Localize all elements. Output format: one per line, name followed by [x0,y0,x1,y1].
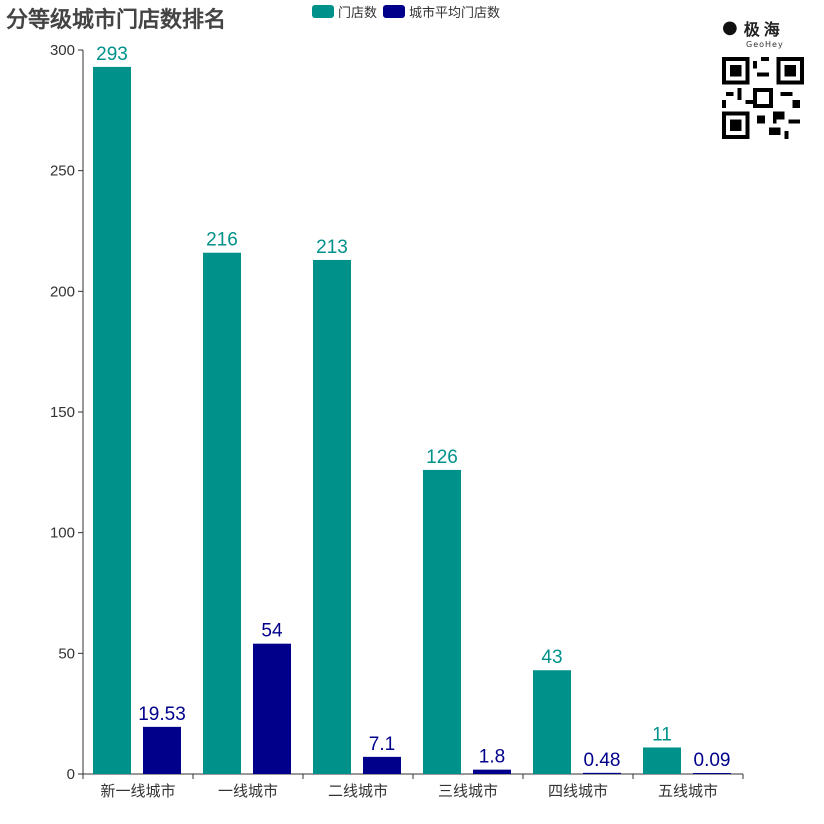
brand-name: 极海 [743,20,784,39]
data-label: 1.8 [479,747,505,768]
bar-store-count [93,66,131,775]
bar-avg-per-city [143,726,181,774]
data-label: 126 [426,447,458,468]
bar-avg-per-city [363,756,401,774]
bar-avg-per-city [473,769,511,774]
x-tick-label: 四线城市 [548,782,608,800]
data-label: 213 [316,237,348,258]
data-label: 19.53 [138,704,186,725]
bar-store-count [423,469,461,774]
legend-label-avg-per-city: 城市平均门店数 [409,6,501,21]
x-tick-label: 一线城市 [218,782,278,800]
legend-swatch-avg-per-city [383,5,406,18]
data-label: 216 [206,230,238,251]
legend: 门店数 城市平均门店数 [312,2,500,21]
bar-store-count [313,259,351,775]
legend-item-store-count[interactable]: 门店数 [312,2,377,21]
data-label: 7.1 [369,734,395,755]
legend-label-store-count: 门店数 [338,6,378,21]
bar-avg-per-city [253,643,291,774]
x-tick-label: 新一线城市 [100,782,175,800]
data-label: 11 [652,724,672,745]
bar-store-count [203,252,241,775]
legend-swatch-store-count [312,5,334,18]
data-label: 43 [541,647,562,668]
y-tick-label: 150 [50,404,75,421]
dog-icon: ● [722,17,738,38]
brand-subtitle: GeoHey [746,40,784,49]
data-label: 54 [261,621,283,642]
chart-title: 分等级城市门店数排名 [6,8,227,33]
legend-item-avg-per-city[interactable]: 城市平均门店数 [383,2,500,21]
y-tick-label: 0 [67,766,75,783]
y-tick-label: 300 [50,42,75,59]
brand-logo: ● 极海 GeoHey [722,16,806,50]
bar-store-count [533,670,571,774]
x-tick-label: 五线城市 [658,782,718,800]
data-label: 293 [96,44,128,65]
bar-store-count [643,747,681,774]
bar-avg-per-city [693,773,731,774]
y-tick-label: 50 [58,645,75,662]
y-tick-label: 200 [50,283,75,300]
qr-code-icon [722,57,804,139]
y-tick-label: 100 [50,525,75,542]
x-tick-label: 二线城市 [328,782,388,800]
data-label: 0.48 [584,750,621,771]
x-tick-label: 三线城市 [438,782,498,800]
data-label: 0.09 [694,750,731,771]
y-tick-label: 250 [50,163,75,180]
bar-avg-per-city [583,772,621,774]
